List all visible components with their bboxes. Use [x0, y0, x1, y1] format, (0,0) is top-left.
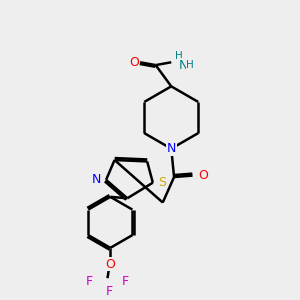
Text: F: F: [122, 274, 129, 287]
Text: N: N: [92, 173, 101, 186]
Text: N: N: [178, 58, 188, 72]
Text: F: F: [86, 274, 93, 287]
Text: O: O: [199, 169, 208, 182]
Text: O: O: [129, 56, 139, 69]
Text: S: S: [158, 176, 166, 189]
Text: H: H: [186, 60, 194, 70]
Text: F: F: [105, 285, 112, 298]
Text: O: O: [105, 257, 115, 271]
Text: H: H: [175, 51, 182, 61]
Text: N: N: [167, 142, 176, 155]
